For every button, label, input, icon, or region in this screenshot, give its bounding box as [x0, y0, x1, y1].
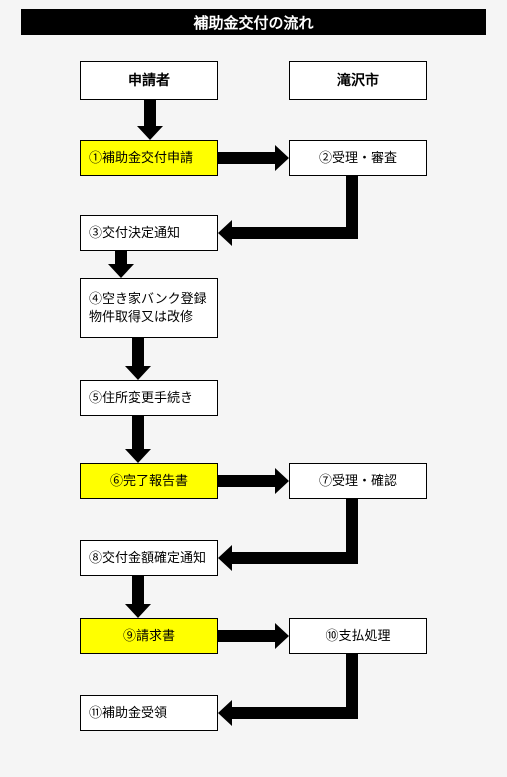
flowchart-canvas: { "title": "補助金交付の流れ", "columns": { "app… — [0, 0, 507, 777]
step-7-label: ⑦受理・確認 — [319, 472, 397, 490]
title-bar: 補助金交付の流れ — [21, 9, 486, 35]
step-4-label: ④空き家バンク登録物件取得又は改修 — [89, 290, 209, 325]
step-6: ⑥完了報告書 — [80, 463, 218, 499]
step-10-label: ⑩支払処理 — [325, 627, 390, 645]
step-8: ⑧交付金額確定通知 — [80, 540, 218, 576]
title-text: 補助金交付の流れ — [193, 12, 313, 33]
arrow-s5-to-s6 — [125, 416, 151, 463]
arrow-s6-to-s7 — [218, 468, 289, 494]
arrow-s1-to-s2 — [218, 145, 289, 171]
step-1-label: ①補助金交付申請 — [89, 149, 193, 167]
col-header-applicant: 申請者 — [80, 61, 218, 100]
step-11: ⑪補助金受領 — [80, 695, 218, 731]
arrow-header-to-s1 — [137, 100, 163, 140]
step-2: ②受理・審査 — [289, 140, 427, 176]
step-8-label: ⑧交付金額確定通知 — [89, 549, 206, 567]
step-3: ③交付決定通知 — [80, 215, 218, 251]
arrow-s9-to-s10 — [218, 623, 289, 649]
arrow-s2-to-s3 — [218, 176, 366, 252]
step-3-label: ③交付決定通知 — [89, 224, 180, 242]
step-2-label: ②受理・審査 — [319, 149, 397, 167]
arrow-s4-to-s5 — [125, 338, 151, 380]
step-1: ①補助金交付申請 — [80, 140, 218, 176]
step-9: ⑨請求書 — [80, 618, 218, 654]
arrow-s3-to-s4 — [108, 251, 134, 278]
arrow-s10-to-s11 — [218, 654, 366, 732]
step-5: ⑤住所変更手続き — [80, 380, 218, 416]
col-header-applicant-label: 申請者 — [128, 71, 170, 90]
col-header-city: 滝沢市 — [289, 61, 427, 100]
arrow-s7-to-s8 — [218, 499, 366, 577]
step-7: ⑦受理・確認 — [289, 463, 427, 499]
arrow-s8-to-s9 — [125, 576, 151, 618]
col-header-city-label: 滝沢市 — [337, 71, 379, 90]
step-6-label: ⑥完了報告書 — [110, 472, 188, 490]
step-9-label: ⑨請求書 — [123, 627, 175, 645]
step-10: ⑩支払処理 — [289, 618, 427, 654]
step-5-label: ⑤住所変更手続き — [89, 389, 193, 407]
step-11-label: ⑪補助金受領 — [89, 704, 167, 722]
step-4: ④空き家バンク登録物件取得又は改修 — [80, 278, 218, 338]
